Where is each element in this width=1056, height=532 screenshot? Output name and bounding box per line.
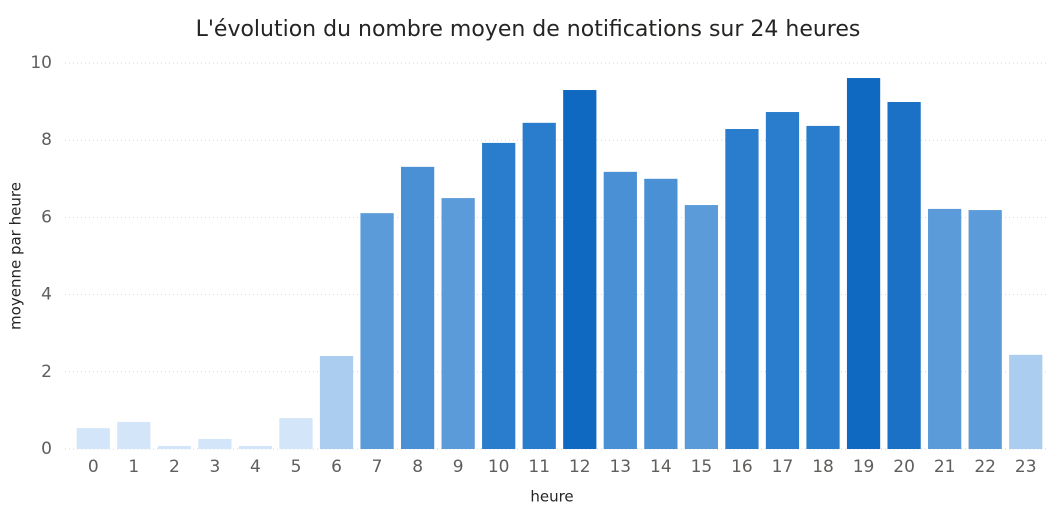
bar [279,418,313,449]
bar [441,198,475,449]
bar [319,355,354,449]
bar [563,90,597,450]
bar [644,178,678,450]
bar [846,78,881,449]
x-tick-label: 16 [731,457,753,477]
bar [76,428,110,449]
x-tick-label: 6 [331,457,342,477]
x-tick-label: 5 [291,457,302,477]
bar [522,122,556,449]
bar [725,129,759,450]
y-tick-label: 10 [30,53,52,73]
x-tick-label: 21 [934,457,956,477]
x-tick-label: 10 [488,457,510,477]
y-tick-label: 4 [41,285,52,305]
y-axis-title: moyenne par heure [7,182,25,330]
x-tick-label: 19 [853,457,875,477]
x-tick-label: 8 [412,457,423,477]
bar [928,208,962,449]
bar [360,213,394,449]
x-tick-label: 1 [128,457,139,477]
chart-title: L'évolution du nombre moyen de notificat… [196,17,861,42]
x-tick-label: 4 [250,457,261,477]
x-tick-label: 12 [569,457,591,477]
x-tick-label: 9 [453,457,464,477]
bar [968,210,1002,449]
bar [482,142,516,450]
x-tick-label: 17 [772,457,794,477]
bar [765,112,800,449]
x-tick-label: 11 [528,457,550,477]
y-tick-label: 8 [41,130,52,150]
x-tick-label: 20 [893,457,915,477]
x-tick-label: 23 [1015,457,1037,477]
x-tick-label: 18 [812,457,834,477]
y-tick-label: 2 [41,362,52,382]
bar [1009,354,1043,449]
x-tick-label: 7 [372,457,383,477]
x-tick-label: 2 [169,457,180,477]
bar [238,445,273,449]
bar [117,421,151,449]
bar [400,166,435,450]
x-tick-label: 0 [88,457,99,477]
x-tick-label: 13 [609,457,631,477]
bar [887,101,921,450]
x-axis-title: heure [530,488,573,506]
bar [198,438,232,449]
bar [603,171,637,450]
bar [684,205,719,449]
bar [806,125,840,449]
x-tick-label: 22 [974,457,996,477]
bar [157,445,191,449]
x-tick-label: 3 [209,457,220,477]
x-tick-label: 15 [691,457,713,477]
y-tick-label: 0 [41,439,52,459]
y-tick-label: 6 [41,207,52,227]
x-tick-label: 14 [650,457,672,477]
